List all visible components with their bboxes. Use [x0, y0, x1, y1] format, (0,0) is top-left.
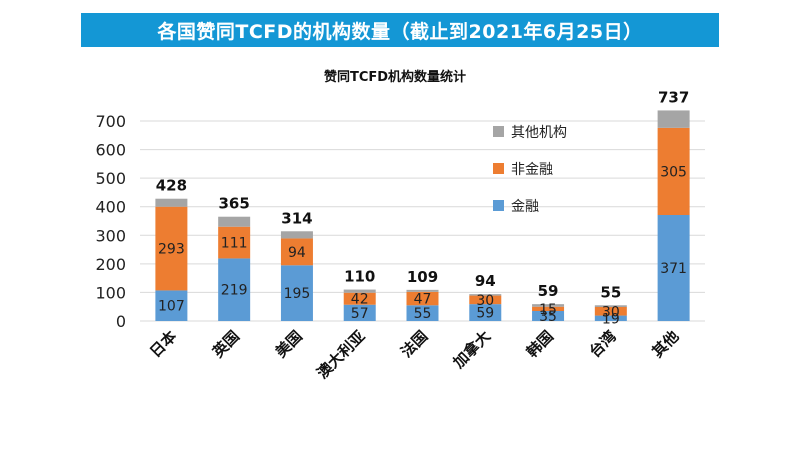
x-tick-label: 其他	[648, 327, 682, 361]
x-tick-label: 美国	[272, 327, 306, 361]
legend-swatch	[493, 163, 504, 174]
bar-total-label: 314	[281, 209, 312, 227]
x-tick-label: 法国	[397, 327, 431, 361]
bar-segment	[657, 110, 690, 128]
segment-value-label: 111	[221, 236, 248, 252]
chart-title: 赞同TCFD机构数量统计	[323, 69, 466, 85]
x-tick-label: 加拿大	[449, 327, 494, 372]
bar-segment	[594, 307, 627, 316]
bar-total-label: 737	[658, 88, 689, 106]
bar-segment	[218, 258, 251, 321]
x-tick-label: 英国	[209, 327, 243, 361]
y-tick-label: 300	[95, 226, 126, 245]
bar-segment	[343, 289, 376, 293]
data-labels: 1072934282191113651959431457421105547109…	[156, 88, 690, 327]
x-tick-label: 日本	[146, 327, 180, 361]
segment-value-label: 94	[288, 245, 306, 261]
page-title-banner: 各国赞同TCFD的机构数量（截止到2021年6月25日）	[81, 13, 719, 47]
bar-segment	[532, 304, 565, 307]
bar-segment	[280, 265, 313, 321]
segment-value-label: 55	[414, 306, 432, 322]
bar-segment	[280, 238, 313, 266]
legend-swatch	[493, 200, 504, 211]
y-axis-ticks: 0 100 200 300 400 500 600 700	[95, 112, 126, 331]
bar-total-label: 428	[156, 177, 187, 195]
bar-segment	[155, 198, 188, 207]
segment-value-label: 107	[158, 299, 185, 315]
y-tick-label: 100	[95, 283, 126, 302]
segment-value-label: 59	[476, 306, 494, 322]
segment-value-label: 371	[660, 261, 687, 277]
bar-segment	[218, 216, 251, 227]
bar-segment	[469, 304, 502, 321]
segment-value-label: 293	[158, 242, 185, 258]
segment-value-label: 57	[351, 306, 369, 322]
bar-segment	[532, 306, 565, 311]
x-tick-label: 澳大利亚	[313, 327, 368, 382]
legend-label: 其他机构	[511, 125, 567, 141]
segment-value-label: 30	[602, 304, 620, 320]
bar-segment	[343, 292, 376, 305]
segment-value-label: 15	[539, 302, 557, 318]
bar-segment	[155, 290, 188, 321]
bar-segment	[657, 215, 690, 321]
bar-segment	[406, 289, 439, 292]
y-tick-label: 500	[95, 169, 126, 188]
y-tick-label: 600	[95, 141, 126, 160]
bar-segment	[218, 226, 251, 259]
legend-label: 非金融	[511, 162, 553, 178]
bar-total-label: 365	[219, 195, 250, 213]
bar-total-label: 110	[344, 268, 375, 286]
segment-value-label: 30	[476, 293, 494, 309]
bar-segment	[532, 311, 565, 321]
bar-segment	[594, 315, 627, 321]
bar-segment	[594, 305, 627, 307]
bar-total-label: 109	[407, 268, 438, 286]
segment-value-label: 35	[539, 309, 557, 325]
segment-value-label: 47	[414, 292, 432, 308]
bar-segment	[657, 127, 690, 215]
segment-value-label: 305	[660, 164, 687, 180]
x-axis-ticks: 日本 英国 美国 澳大利亚 法国 加拿大 韩国 台湾 其他	[146, 327, 682, 382]
bars	[155, 110, 690, 321]
bar-segment	[469, 294, 502, 296]
segment-value-label: 195	[284, 286, 311, 302]
bar-segment	[343, 304, 376, 321]
bar-total-label: 94	[475, 272, 496, 290]
y-tick-label: 200	[95, 255, 126, 274]
x-tick-label: 韩国	[523, 327, 557, 361]
bar-segment	[469, 295, 502, 305]
bar-total-label: 59	[538, 282, 559, 300]
segment-value-label: 219	[221, 283, 248, 299]
y-tick-label: 700	[95, 112, 126, 131]
bar-segment	[406, 291, 439, 306]
legend-label: 金融	[511, 199, 539, 215]
segment-value-label: 42	[351, 292, 369, 308]
bar-segment	[406, 305, 439, 321]
legend-swatch	[493, 126, 504, 137]
x-tick-label: 台湾	[586, 327, 620, 361]
bar-segment	[280, 231, 313, 239]
y-tick-label: 0	[116, 312, 126, 331]
segment-value-label: 19	[602, 311, 620, 327]
y-tick-label: 400	[95, 198, 126, 217]
bar-segment	[155, 206, 188, 291]
bar-total-label: 55	[600, 283, 621, 301]
